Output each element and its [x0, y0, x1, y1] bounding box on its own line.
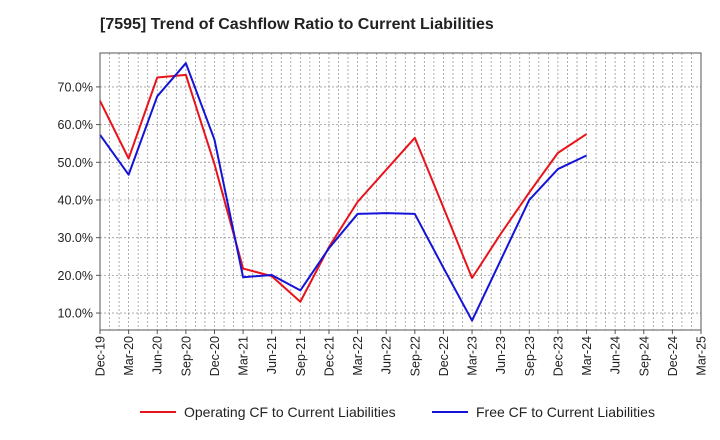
legend-item-operating-cf: Operating CF to Current Liabilities [140, 404, 396, 420]
x-tick-label: Dec-22 [437, 336, 451, 376]
x-tick-label: Dec-21 [322, 336, 336, 376]
axis-layer: 10.0% 20.0% 30.0% 40.0% 50.0% 60.0% 70.0% Dec-1… [58, 52, 709, 376]
y-tick-label: 50.0% [58, 156, 93, 170]
x-tick-label: Jun-21 [265, 336, 279, 374]
x-tick-label: Jun-24 [609, 336, 623, 374]
x-tick-label: Mar-25 [695, 336, 709, 376]
y-tick-label: 40.0% [58, 193, 93, 207]
x-tick-label: Sep-23 [523, 336, 537, 376]
x-tick-label: Sep-22 [408, 336, 422, 376]
grid-layer [100, 53, 701, 330]
x-tick-label: Sep-20 [179, 336, 193, 376]
series-line-operating-cf [99, 73, 588, 303]
x-tick-label: Dec-19 [94, 336, 108, 376]
y-tick-label: 30.0% [58, 231, 93, 245]
y-tick-label: 20.0% [58, 269, 93, 283]
x-tick-label: Mar-22 [351, 336, 365, 376]
series-layer [99, 62, 588, 322]
x-tick-label: Sep-21 [294, 336, 308, 376]
y-tick-label: 10.0% [58, 307, 93, 321]
legend-label-free-cf: Free CF to Current Liabilities [476, 404, 655, 420]
series-line-free-cf [99, 62, 587, 322]
y-tick-label: 70.0% [58, 80, 93, 94]
x-tick-label: Jun-22 [380, 336, 394, 374]
x-tick-label: Jun-23 [494, 336, 508, 374]
legend-line-free-cf [432, 411, 468, 413]
x-tick-label: Dec-20 [208, 336, 222, 376]
x-tick-label: Dec-23 [551, 336, 565, 376]
plot-frame [99, 52, 702, 331]
x-tick-label: Mar-24 [580, 336, 594, 376]
legend-line-operating-cf [140, 411, 176, 413]
x-tick-label: Jun-20 [151, 336, 165, 374]
y-tick-label: 60.0% [58, 118, 93, 132]
legend-label-operating-cf: Operating CF to Current Liabilities [184, 404, 396, 420]
legend-item-free-cf: Free CF to Current Liabilities [432, 404, 655, 420]
x-tick-label: Mar-20 [122, 336, 136, 376]
x-tick-label: Mar-21 [237, 336, 251, 376]
chart-title: [7595] Trend of Cashflow Ratio to Curren… [100, 16, 494, 33]
x-tick-label: Mar-23 [466, 336, 480, 376]
x-tick-label: Dec-24 [666, 336, 680, 376]
x-tick-label: Sep-24 [637, 336, 651, 376]
